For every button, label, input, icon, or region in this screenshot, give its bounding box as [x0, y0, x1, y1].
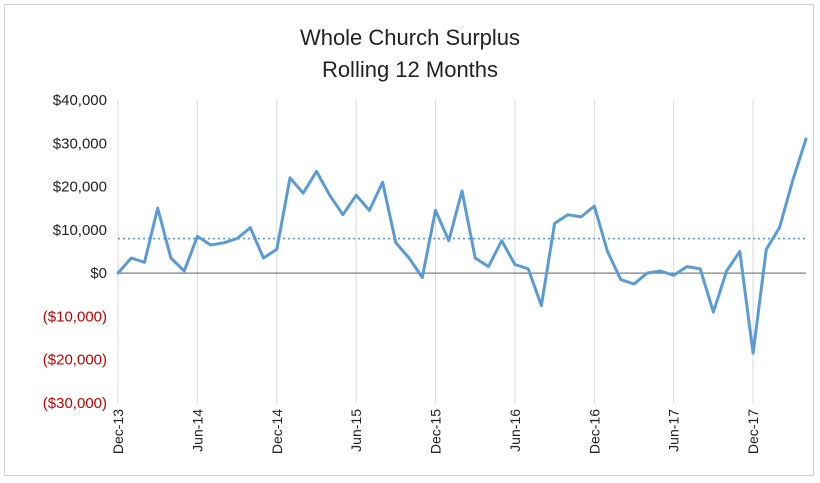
x-tick-label: Dec-15 [428, 409, 444, 454]
data-point [275, 248, 278, 251]
data-point [394, 241, 397, 244]
series-line-surplus [116, 137, 808, 355]
data-point [447, 239, 450, 242]
y-tick-label: ($10,000) [43, 308, 107, 325]
data-point [527, 267, 530, 270]
data-point [302, 192, 305, 195]
data-point [421, 276, 424, 279]
chart-frame [4, 4, 814, 476]
data-point [778, 226, 781, 229]
x-tick-label: Jun-17 [666, 409, 682, 452]
data-point [791, 179, 794, 182]
y-tick-label: ($20,000) [43, 352, 107, 369]
data-point [355, 194, 358, 197]
data-point [738, 250, 741, 253]
data-point [765, 248, 768, 251]
data-point [170, 257, 173, 260]
data-point [725, 270, 728, 273]
data-point [566, 213, 569, 216]
data-point [646, 272, 649, 275]
x-tick-label: Dec-14 [269, 409, 285, 454]
data-point [408, 257, 411, 260]
data-point [236, 237, 239, 240]
data-point [514, 263, 517, 266]
data-point [712, 311, 715, 314]
y-tick-label: $10,000 [53, 222, 107, 239]
data-point [540, 304, 543, 307]
data-point [553, 222, 556, 225]
data-point [659, 270, 662, 273]
y-tick-label: $30,000 [53, 135, 107, 152]
data-point [487, 265, 490, 268]
data-point [249, 226, 252, 229]
chart-title-block: Whole Church Surplus Rolling 12 Months [0, 22, 820, 86]
x-tick-label: Jun-16 [507, 409, 523, 452]
data-point [289, 177, 292, 180]
data-point [580, 215, 583, 218]
data-point [500, 239, 503, 242]
x-tick-label: Dec-13 [110, 409, 126, 454]
data-point [342, 213, 345, 216]
data-point [130, 257, 133, 260]
data-point [196, 235, 199, 238]
x-tick-label: Dec-17 [745, 409, 761, 454]
data-point [209, 244, 212, 247]
data-point [633, 283, 636, 286]
y-tick-label: $40,000 [53, 92, 107, 109]
data-point [752, 352, 755, 355]
data-point [315, 170, 318, 173]
y-tick-label: ($30,000) [43, 395, 107, 412]
data-point [381, 181, 384, 184]
data-point [183, 270, 186, 273]
data-point [474, 257, 477, 260]
data-point [368, 209, 371, 212]
data-point [262, 257, 265, 260]
data-point [606, 250, 609, 253]
data-point [805, 138, 808, 141]
data-point [593, 205, 596, 208]
data-point [672, 274, 675, 277]
data-point [328, 194, 331, 197]
data-point [434, 209, 437, 212]
chart-title: Whole Church Surplus [299, 25, 521, 50]
data-point [156, 207, 159, 210]
x-tick-label: Dec-16 [586, 409, 602, 454]
y-tick-label: $0 [90, 265, 107, 282]
data-point [686, 265, 689, 268]
data-point [619, 278, 622, 281]
x-tick-label: Jun-15 [348, 409, 364, 452]
data-point [222, 241, 225, 244]
data-point [117, 272, 120, 275]
data-point [699, 267, 702, 270]
data-point [461, 190, 464, 193]
y-tick-label: $20,000 [53, 179, 107, 196]
x-tick-label: Jun-14 [189, 409, 205, 452]
data-point [143, 261, 146, 264]
chart-subtitle: Rolling 12 Months [321, 57, 499, 82]
